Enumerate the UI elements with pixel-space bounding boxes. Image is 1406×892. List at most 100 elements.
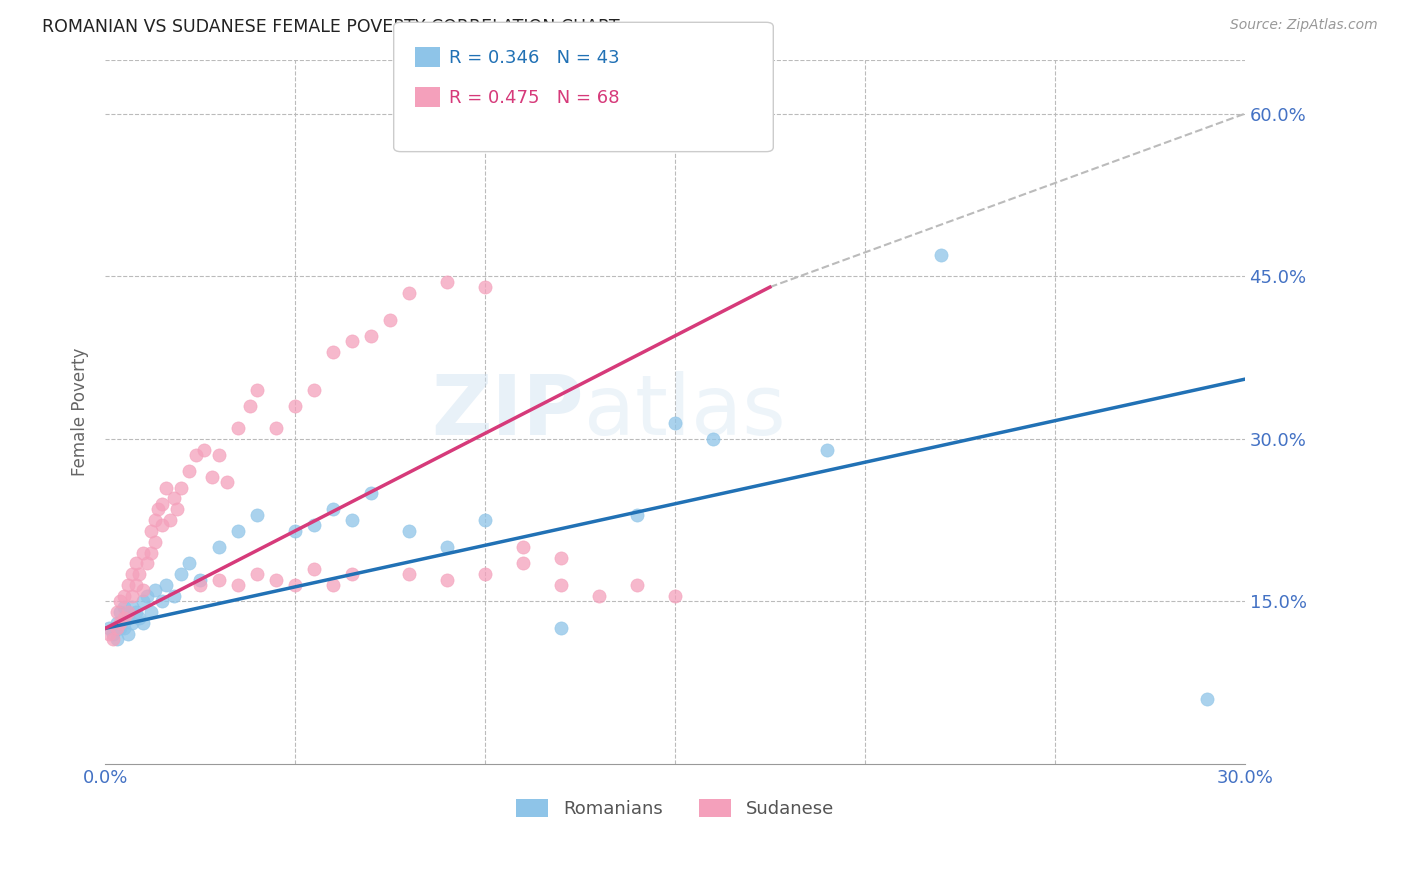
Point bbox=[188, 578, 211, 592]
Point bbox=[121, 599, 143, 614]
Point bbox=[139, 605, 162, 619]
Point bbox=[112, 621, 135, 635]
Point bbox=[550, 621, 572, 635]
Point bbox=[284, 578, 307, 592]
Point bbox=[128, 567, 150, 582]
Point bbox=[112, 599, 135, 614]
Point bbox=[112, 610, 135, 624]
Point bbox=[226, 524, 249, 538]
Point bbox=[159, 513, 181, 527]
Point bbox=[340, 334, 363, 349]
Point bbox=[105, 621, 128, 635]
Point bbox=[208, 573, 231, 587]
Point bbox=[302, 562, 325, 576]
Point bbox=[170, 481, 193, 495]
Point bbox=[702, 432, 724, 446]
Point bbox=[664, 416, 686, 430]
Point bbox=[626, 508, 648, 522]
Text: R = 0.475   N = 68: R = 0.475 N = 68 bbox=[449, 89, 619, 107]
Point bbox=[588, 589, 610, 603]
Point bbox=[139, 545, 162, 559]
Point bbox=[121, 615, 143, 630]
Point bbox=[110, 594, 132, 608]
Point bbox=[143, 534, 166, 549]
Point bbox=[226, 578, 249, 592]
Point bbox=[166, 502, 188, 516]
Point bbox=[193, 442, 215, 457]
Point bbox=[132, 545, 155, 559]
Point bbox=[474, 567, 496, 582]
Point bbox=[117, 610, 139, 624]
Point bbox=[101, 627, 124, 641]
Point bbox=[436, 275, 458, 289]
Point bbox=[246, 508, 269, 522]
Point bbox=[121, 589, 143, 603]
Point bbox=[360, 486, 382, 500]
Text: ZIP: ZIP bbox=[432, 371, 583, 452]
Point bbox=[162, 589, 184, 603]
Point bbox=[208, 448, 231, 462]
Point bbox=[110, 615, 132, 630]
Point bbox=[105, 605, 128, 619]
Point bbox=[815, 442, 838, 457]
Point bbox=[98, 627, 121, 641]
Point bbox=[215, 475, 238, 490]
Point bbox=[150, 518, 173, 533]
Point bbox=[136, 589, 159, 603]
Point bbox=[143, 513, 166, 527]
Point bbox=[398, 567, 420, 582]
Point bbox=[512, 557, 534, 571]
Point bbox=[110, 605, 132, 619]
Point bbox=[200, 469, 222, 483]
Point bbox=[208, 540, 231, 554]
Point bbox=[170, 567, 193, 582]
Y-axis label: Female Poverty: Female Poverty bbox=[72, 348, 89, 476]
Point bbox=[264, 421, 287, 435]
Point bbox=[121, 567, 143, 582]
Point bbox=[132, 615, 155, 630]
Text: R = 0.346   N = 43: R = 0.346 N = 43 bbox=[449, 49, 619, 67]
Point bbox=[155, 481, 177, 495]
Point bbox=[238, 399, 260, 413]
Point bbox=[512, 540, 534, 554]
Point bbox=[398, 285, 420, 300]
Point bbox=[378, 312, 401, 326]
Point bbox=[112, 589, 135, 603]
Point bbox=[284, 524, 307, 538]
Point bbox=[105, 632, 128, 647]
Point bbox=[550, 551, 572, 566]
Legend: Romanians, Sudanese: Romanians, Sudanese bbox=[509, 791, 841, 825]
Point bbox=[246, 567, 269, 582]
Point bbox=[626, 578, 648, 592]
Point bbox=[124, 605, 146, 619]
Point bbox=[340, 567, 363, 582]
Point bbox=[150, 594, 173, 608]
Point bbox=[139, 524, 162, 538]
Point bbox=[101, 632, 124, 647]
Point bbox=[929, 247, 952, 261]
Point bbox=[322, 502, 344, 516]
Point bbox=[246, 383, 269, 397]
Point bbox=[284, 399, 307, 413]
Point bbox=[143, 583, 166, 598]
Point bbox=[188, 573, 211, 587]
Point bbox=[98, 621, 121, 635]
Point bbox=[105, 615, 128, 630]
Point bbox=[322, 345, 344, 359]
Point bbox=[177, 464, 200, 478]
Point bbox=[302, 518, 325, 533]
Text: atlas: atlas bbox=[583, 371, 786, 452]
Point bbox=[322, 578, 344, 592]
Point bbox=[117, 605, 139, 619]
Point bbox=[117, 627, 139, 641]
Point bbox=[124, 578, 146, 592]
Point bbox=[474, 513, 496, 527]
Point bbox=[550, 578, 572, 592]
Point bbox=[132, 594, 155, 608]
Point bbox=[110, 621, 132, 635]
Point bbox=[264, 573, 287, 587]
Point bbox=[124, 557, 146, 571]
Point bbox=[398, 524, 420, 538]
Point bbox=[177, 557, 200, 571]
Point bbox=[436, 540, 458, 554]
